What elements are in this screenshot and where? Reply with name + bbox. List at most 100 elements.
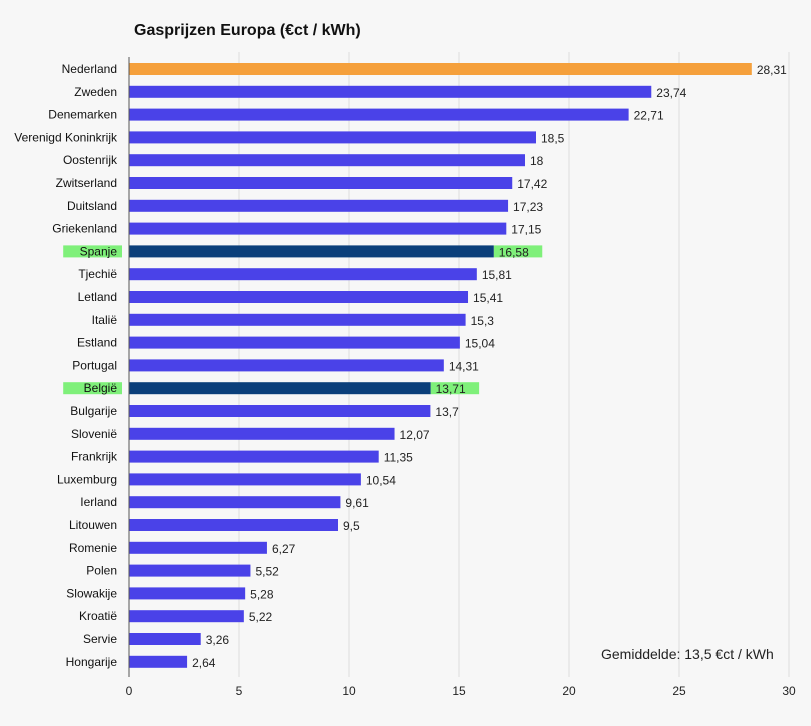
value-label: 17,15 <box>511 223 541 237</box>
value-label: 10,54 <box>366 473 396 487</box>
value-label: 9,61 <box>345 496 369 510</box>
bar <box>129 63 752 75</box>
highlight-bands <box>63 245 543 395</box>
bar <box>129 405 431 417</box>
highlight-label-band <box>63 382 122 395</box>
bar <box>129 131 536 144</box>
x-axis-ticks: 0 5 10 15 20 25 30 <box>126 684 796 698</box>
category-label: Estland <box>77 336 117 350</box>
x-tick-label: 15 <box>452 684 466 698</box>
category-label: Italië <box>92 313 118 327</box>
bar <box>129 108 629 121</box>
value-label: 11,35 <box>384 451 413 465</box>
category-labels: Nederland Zweden Denemarken Verenigd Konink… <box>14 62 118 669</box>
category-label: Litouwen <box>69 518 117 532</box>
highlight-value-band <box>430 382 480 395</box>
value-label: 15,41 <box>473 291 503 305</box>
category-label: Luxemburg <box>57 472 117 486</box>
bar <box>129 268 477 281</box>
bar <box>129 427 395 440</box>
value-label: 18 <box>530 154 544 168</box>
bar <box>129 541 267 554</box>
category-label: Zweden <box>74 85 117 99</box>
category-label: Portugal <box>72 358 117 372</box>
bar <box>129 655 188 668</box>
category-label: Slowakije <box>66 586 117 600</box>
x-tick-label: 20 <box>562 684 576 698</box>
value-label: 5,28 <box>250 587 274 601</box>
value-label: 5,22 <box>249 610 273 624</box>
bar <box>129 359 444 372</box>
chart-title: Gasprijzen Europa (€ct / kWh) <box>134 22 361 39</box>
value-label: 12,07 <box>400 428 430 442</box>
value-label: 15,04 <box>465 337 495 351</box>
bar <box>129 587 246 600</box>
value-label: 18,5 <box>541 131 565 145</box>
category-label: Letland <box>78 290 117 304</box>
value-label: 3,26 <box>206 633 230 647</box>
category-label: Servie <box>83 632 117 646</box>
bars <box>129 63 752 668</box>
x-tick-label: 5 <box>236 684 243 698</box>
value-label: 15,81 <box>482 268 512 282</box>
category-label: Denemarken <box>48 108 117 122</box>
bar <box>129 450 379 463</box>
category-label: Nederland <box>62 62 117 76</box>
category-label: Romenie <box>69 541 117 555</box>
category-label: Frankrijk <box>71 450 118 464</box>
bar <box>129 610 244 623</box>
category-label: Griekenland <box>52 222 117 236</box>
bar <box>129 336 460 349</box>
category-label: Duitsland <box>67 199 117 213</box>
highlight-label-band <box>63 245 122 258</box>
bar <box>129 564 251 577</box>
average-annotation: Gemiddelde: 13,5 €ct / kWh <box>601 646 774 662</box>
bar <box>129 473 361 486</box>
bar <box>129 222 507 235</box>
category-label: Slovenië <box>71 427 117 441</box>
bar <box>129 154 525 167</box>
value-label: 15,3 <box>471 314 495 328</box>
bar <box>129 291 469 303</box>
value-label: 2,64 <box>192 656 216 670</box>
value-label: 16,58 <box>499 245 529 259</box>
value-label: 13,7 <box>435 405 459 419</box>
bar <box>129 633 201 645</box>
category-label: Polen <box>86 564 117 578</box>
value-label: 22,71 <box>634 109 664 123</box>
highlight-value-band <box>493 245 543 258</box>
value-label: 13,71 <box>436 382 466 396</box>
x-tick-label: 0 <box>126 684 133 698</box>
category-label: Ierland <box>80 495 117 509</box>
bar <box>129 199 509 212</box>
value-label: 23,74 <box>656 86 686 100</box>
x-tick-label: 25 <box>672 684 686 698</box>
value-label: 6,27 <box>272 542 296 556</box>
category-label: Kroatië <box>79 609 117 623</box>
bar <box>129 519 338 531</box>
category-label: Oostenrijk <box>63 153 118 167</box>
bar <box>129 496 341 509</box>
value-label: 17,42 <box>517 177 547 191</box>
value-label: 28,31 <box>757 63 787 77</box>
value-label: 14,31 <box>449 359 479 373</box>
category-label: Verenigd Koninkrijk <box>14 130 118 144</box>
value-label: 9,5 <box>343 519 360 533</box>
category-label: Hongarije <box>66 655 118 669</box>
category-label: Tjechië <box>78 267 117 281</box>
category-label: Zwitserland <box>56 176 117 190</box>
category-label: Spanje <box>80 244 118 258</box>
value-labels: 28,31 23,74 22,71 18,5 18 17,42 17,23 17,15 16,5… <box>192 63 787 670</box>
bar <box>129 177 513 189</box>
bar <box>129 313 466 326</box>
bar <box>129 85 652 98</box>
category-label: België <box>84 381 118 395</box>
category-label: Bulgarije <box>70 404 117 418</box>
x-tick-label: 10 <box>342 684 356 698</box>
x-tick-label: 30 <box>782 684 796 698</box>
bar <box>129 382 431 395</box>
bar <box>129 245 494 258</box>
value-label: 5,52 <box>255 565 279 579</box>
value-label: 17,23 <box>513 200 543 214</box>
